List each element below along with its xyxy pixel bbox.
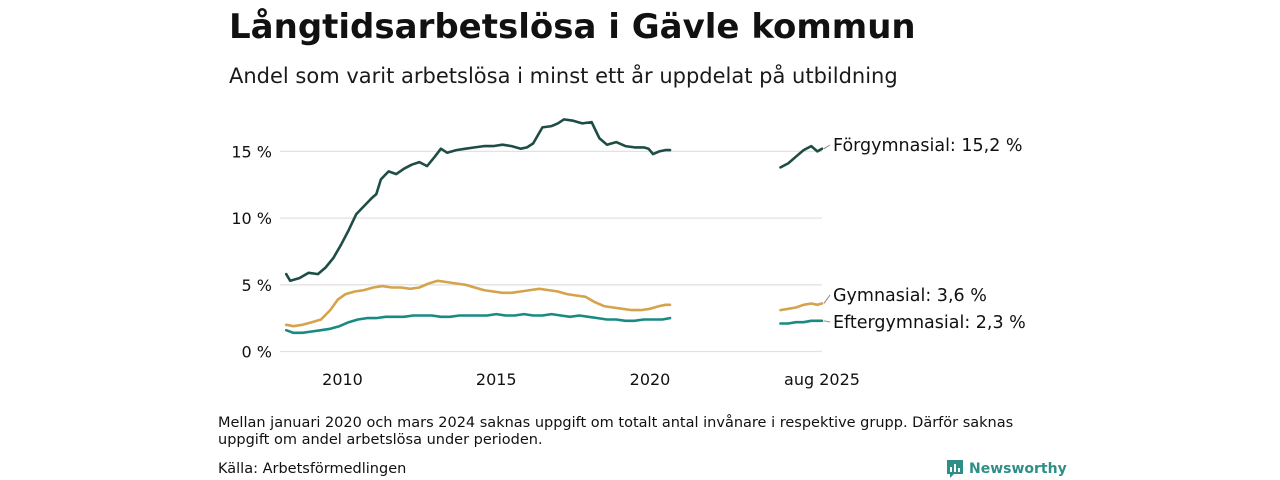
y-tick-label: 10 % bbox=[231, 209, 272, 228]
label-leader-eftergymnasial bbox=[823, 320, 831, 323]
series-label-förgymnasial: Förgymnasial: 15,2 % bbox=[833, 136, 1023, 156]
series-label-gymnasial: Gymnasial: 3,6 % bbox=[833, 286, 987, 306]
series-line-gymnasial-recent bbox=[779, 302, 824, 312]
source-note: Källa: Arbetsförmedlingen bbox=[218, 461, 407, 477]
x-tick-label: 2020 bbox=[630, 370, 671, 389]
series-label-eftergymnasial: Eftergymnasial: 2,3 % bbox=[833, 313, 1026, 333]
y-tick-label: 0 % bbox=[242, 343, 272, 362]
series-labels: Förgymnasial: 15,2 % Gymnasial: 3,6 % Efte… bbox=[823, 136, 1026, 333]
series-line-gymnasial bbox=[284, 279, 672, 328]
x-tick-label: aug 2025 bbox=[784, 370, 860, 389]
series-line-förgymnasial bbox=[284, 118, 672, 283]
newsworthy-icon bbox=[947, 460, 963, 478]
label-leader-förgymnasial bbox=[823, 144, 831, 150]
chart-subtitle: Andel som varit arbetslösa i minst ett å… bbox=[229, 64, 898, 88]
series-lines bbox=[284, 118, 824, 335]
x-tick-label: 2010 bbox=[322, 370, 363, 389]
y-tick-label: 5 % bbox=[242, 276, 272, 295]
line-chart: 0 % 5 % 10 % 15 % 2010 2015 2020 aug 2025 Förg… bbox=[231, 118, 1026, 389]
y-axis: 0 % 5 % 10 % 15 % bbox=[231, 142, 272, 361]
series-line-eftergymnasial-recent bbox=[779, 319, 824, 325]
brand-name: Newsworthy bbox=[969, 461, 1067, 477]
series-line-förgymnasial-recent bbox=[779, 144, 824, 169]
y-tick-label: 15 % bbox=[231, 142, 272, 161]
label-leader-gymnasial bbox=[823, 294, 831, 304]
x-tick-label: 2015 bbox=[476, 370, 517, 389]
gridlines bbox=[280, 150, 822, 353]
newsworthy-logo: Newsworthy bbox=[946, 458, 1067, 480]
chart-title: Långtidsarbetslösa i Gävle kommun bbox=[229, 7, 916, 47]
series-line-eftergymnasial bbox=[284, 312, 672, 335]
footnote: Mellan januari 2020 och mars 2024 saknas… bbox=[218, 415, 1014, 448]
x-axis: 2010 2015 2020 aug 2025 bbox=[322, 370, 860, 389]
